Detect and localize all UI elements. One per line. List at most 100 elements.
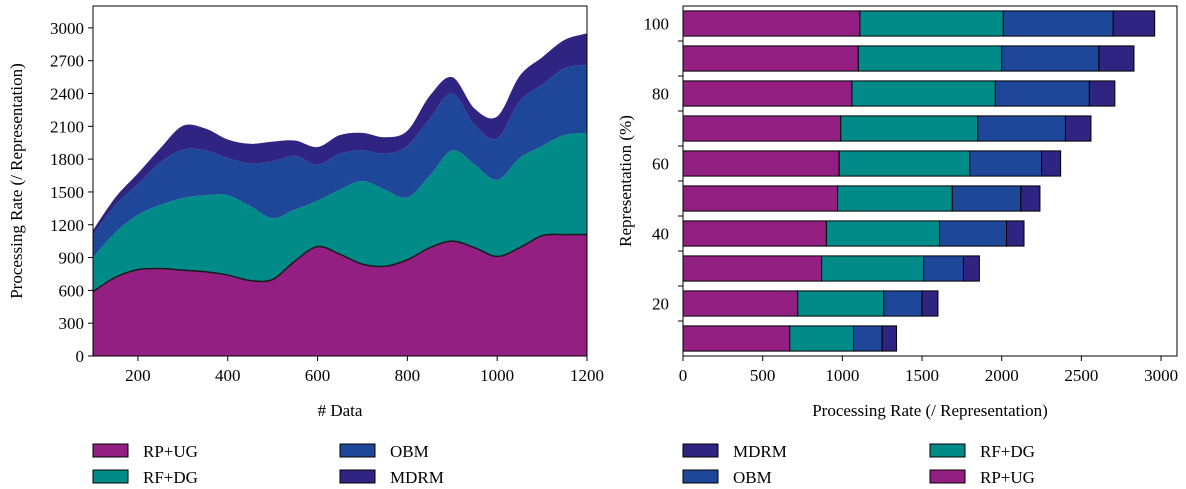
bar-rf-dg-10 bbox=[789, 325, 855, 352]
bar-rf-dg-90 bbox=[857, 45, 1003, 72]
bar-obm-10 bbox=[853, 325, 883, 352]
legend-swatch-rp-ug bbox=[92, 443, 129, 458]
bar-obm-30 bbox=[923, 255, 964, 282]
bar-mdrm-20 bbox=[921, 290, 939, 317]
legend-swatch-rf-dg bbox=[92, 469, 129, 484]
legend-label-rf-dg: RF+DG bbox=[143, 468, 198, 487]
y-tick-label: 3000 bbox=[50, 19, 84, 38]
bar-mdrm-10 bbox=[881, 325, 898, 352]
bar-rf-dg-50 bbox=[837, 185, 953, 212]
bar-rp-ug-60 bbox=[682, 150, 840, 177]
y-axis-label: Representation (%) bbox=[616, 115, 635, 247]
y-tick-label: 1500 bbox=[50, 183, 84, 202]
bar-rf-dg-20 bbox=[797, 290, 885, 317]
area-layers bbox=[93, 33, 587, 356]
right-legend: MDRM RF+DG OBM RP+UG bbox=[682, 442, 1035, 487]
bar-obm-80 bbox=[994, 80, 1090, 107]
x-tick-label: 2000 bbox=[985, 366, 1019, 385]
legend-swatch-obm bbox=[682, 469, 719, 484]
y-tick-label: 900 bbox=[59, 249, 85, 268]
legend-label-rp-ug: RP+UG bbox=[143, 442, 198, 461]
bar-mdrm-90 bbox=[1098, 45, 1135, 72]
bar-rp-ug-40 bbox=[682, 220, 827, 247]
bar-rf-dg-80 bbox=[851, 80, 996, 107]
bar-obm-40 bbox=[939, 220, 1007, 247]
bar-mdrm-100 bbox=[1112, 10, 1156, 37]
legend-label-mdrm: MDRM bbox=[390, 468, 444, 487]
legend-label-mdrm: MDRM bbox=[733, 442, 787, 461]
plot-frame bbox=[92, 5, 588, 357]
bar-obm-90 bbox=[1001, 45, 1100, 72]
x-tick-label: 600 bbox=[305, 366, 331, 385]
y-tick-label: 2700 bbox=[50, 52, 84, 71]
x-tick-label: 1000 bbox=[480, 366, 514, 385]
bar-rp-ug-100 bbox=[682, 10, 861, 37]
bar-rp-ug-10 bbox=[682, 325, 791, 352]
y-tick-label: 600 bbox=[59, 281, 85, 300]
legend-label-rp-ug: RP+UG bbox=[980, 468, 1035, 487]
bar-obm-20 bbox=[883, 290, 923, 317]
bar-rp-ug-20 bbox=[682, 290, 799, 317]
bar-mdrm-30 bbox=[962, 255, 980, 282]
bar-mdrm-80 bbox=[1088, 80, 1116, 107]
legend-label-obm: OBM bbox=[390, 442, 429, 461]
area-obm bbox=[93, 65, 587, 258]
bar-rp-ug-70 bbox=[682, 115, 842, 142]
y-tick-label: 80 bbox=[652, 85, 669, 104]
bar-rp-ug-90 bbox=[682, 45, 859, 72]
y-tick-label: 300 bbox=[59, 314, 85, 333]
x-tick-label: 800 bbox=[395, 366, 421, 385]
y-axis-label: Processing Rate (/ Representation) bbox=[7, 63, 26, 299]
x-axis-label: Processing Rate (/ Representation) bbox=[812, 401, 1048, 420]
y-tick-label: 40 bbox=[652, 225, 669, 244]
bar-rp-ug-30 bbox=[682, 255, 823, 282]
x-tick-label: 200 bbox=[125, 366, 151, 385]
legend-label-rf-dg: RF+DG bbox=[980, 442, 1035, 461]
y-tick-label: 0 bbox=[76, 347, 85, 366]
y-tick-label: 2100 bbox=[50, 117, 84, 136]
area-mdrm bbox=[93, 33, 587, 236]
legend-swatch-mdrm bbox=[339, 469, 376, 484]
bar-mdrm-70 bbox=[1064, 115, 1092, 142]
bar-rp-ug-50 bbox=[682, 185, 839, 212]
legend-swatch-obm bbox=[339, 443, 376, 458]
legend-swatch-mdrm bbox=[682, 443, 719, 458]
bar-rf-dg-60 bbox=[838, 150, 971, 177]
x-tick-label: 0 bbox=[679, 366, 688, 385]
x-tick-label: 1000 bbox=[825, 366, 859, 385]
legend-label-obm: OBM bbox=[733, 468, 772, 487]
y-tick-label: 100 bbox=[644, 15, 670, 34]
legend-swatch-rf-dg bbox=[929, 443, 966, 458]
x-tick-label: 500 bbox=[750, 366, 776, 385]
y-tick-label: 20 bbox=[652, 295, 669, 314]
x-tick-label: 400 bbox=[215, 366, 241, 385]
x-tick-label: 3000 bbox=[1144, 366, 1178, 385]
bar-rf-dg-100 bbox=[859, 10, 1004, 37]
x-tick-label: 1500 bbox=[905, 366, 939, 385]
x-tick-label: 2500 bbox=[1064, 366, 1098, 385]
bar-groups bbox=[682, 10, 1156, 352]
bar-obm-100 bbox=[1002, 10, 1114, 37]
y-tick-label: 2400 bbox=[50, 85, 84, 104]
area-rp-ug bbox=[93, 234, 587, 356]
area-rf-dg bbox=[93, 132, 587, 292]
y-tick-label: 1200 bbox=[50, 216, 84, 235]
left-chart-stacked-area: 0 300 600 900 1200 1500 1800 2100 2400 2700 3000 20… bbox=[7, 5, 604, 420]
bar-obm-70 bbox=[977, 115, 1066, 142]
left-legend: RP+UG OBM RF+DG MDRM bbox=[92, 442, 444, 487]
bar-obm-50 bbox=[951, 185, 1022, 212]
bar-mdrm-50 bbox=[1020, 185, 1041, 212]
bar-obm-60 bbox=[969, 150, 1043, 177]
x-tick-label: 1200 bbox=[570, 366, 604, 385]
area-boundary-line bbox=[92, 233, 588, 293]
bar-mdrm-40 bbox=[1005, 220, 1025, 247]
y-tick-label: 60 bbox=[652, 155, 669, 174]
x-axis-label: # Data bbox=[318, 401, 363, 420]
legend-swatch-rp-ug bbox=[929, 469, 966, 484]
bar-rp-ug-80 bbox=[682, 80, 853, 107]
bar-mdrm-60 bbox=[1041, 150, 1062, 177]
bar-rf-dg-40 bbox=[825, 220, 941, 247]
bar-rf-dg-30 bbox=[821, 255, 925, 282]
